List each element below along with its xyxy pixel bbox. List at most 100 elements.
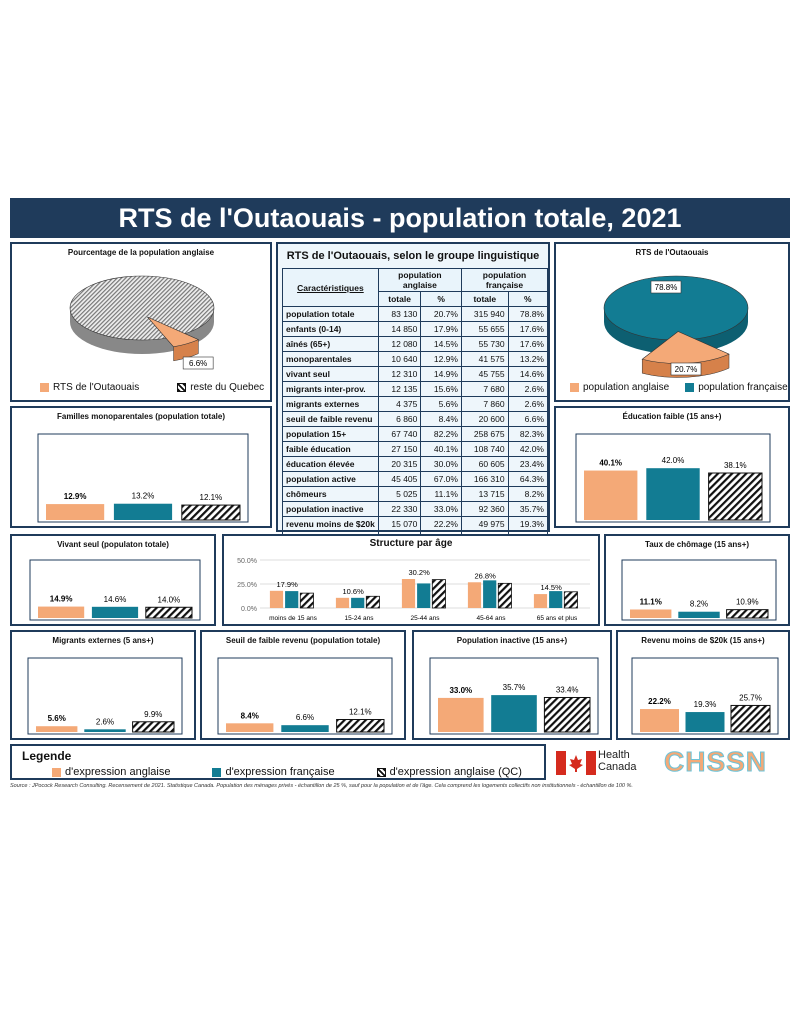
education-label-2: 38.1% [724,461,747,470]
cell-fr-n: 315 940 [460,306,509,322]
hc-line-2: Canada [598,761,637,773]
sub-total-fr: totale [460,291,509,307]
cell-fr-p: 23.4% [507,456,549,472]
education-label-1: 42.0% [662,456,685,465]
education-panel: Éducation faible (15 ans+) 40.1% 42.0% 38.… [554,406,790,528]
cell-en-p: 8.4% [420,411,462,427]
vivant-title: Vivant seul (populaton totale) [57,540,169,549]
cell-en-n: 6 860 [377,411,422,427]
table-row: population 15+ 67 740 82.2% 258 675 82.3% [282,426,549,442]
svg-text:78.8%: 78.8% [655,283,678,292]
age-panel: Structure par âge 50.0% 25.0% 0.0% 17.9% moi… [222,534,600,626]
pie-right-label-0: 20.7% [670,362,702,376]
inactive-label-1: 35.7% [503,683,526,692]
pie-left-title: Pourcentage de la population anglaise [67,248,215,257]
cell-en-p: 67.0% [420,471,462,487]
pie-right-panel: RTS de l'Outaouais 20.7% 78.8% population… [554,242,790,402]
age-bar-4-2 [563,591,578,609]
chomage-label-2: 10.9% [736,598,759,607]
legend-en: d'expression anglaise [65,766,171,778]
cell-en-n: 12 080 [377,336,422,352]
cell-en-n: 83 130 [377,306,422,322]
canada-flag-icon [556,751,596,775]
inactive-label-0: 33.0% [449,686,472,695]
cell-en-p: 22.2% [420,516,462,532]
cell-label: revenu moins de $20k [282,516,379,532]
cell-en-p: 12.9% [420,351,462,367]
age-ytick: 25.0% [237,582,257,589]
cell-en-p: 11.1% [420,486,462,502]
age-label-3: 26.8% [475,571,497,580]
svg-text:20.7%: 20.7% [675,365,698,374]
pie-right-chart: 20.7% 78.8% [586,266,766,378]
age-bar-1-0 [335,597,350,608]
vivant-label-2: 14.0% [158,595,181,604]
cell-en-p: 20.7% [420,306,462,322]
cell-en-n: 4 375 [377,396,422,412]
sub-pct-fr: % [507,291,549,307]
cell-label: chômeurs [282,486,379,502]
pie-left-legend: RTS de l'Outaouais reste du Quebec [40,382,264,393]
cell-fr-n: 92 360 [460,501,509,517]
cell-fr-n: 55 730 [460,336,509,352]
cell-fr-n: 20 600 [460,411,509,427]
cell-en-n: 27 150 [377,441,422,457]
table-row: chômeurs 5 025 11.1% 13 715 8.2% [282,486,549,502]
pie-right-label-1: 78.8% [650,280,682,294]
cell-en-p: 5.6% [420,396,462,412]
table-row: population inactive 22 330 33.0% 92 360 35.7… [282,501,549,517]
seuil-bar-2 [336,718,385,733]
cell-fr-p: 78.8% [507,306,549,322]
education-label-0: 40.1% [599,459,622,468]
table-title: RTS de l'Outaouais, selon le groupe ling… [286,250,540,262]
cell-label: seuil de faible revenu [282,411,379,427]
seuil-chart: 8.4% 6.6% 12.1% [210,648,400,736]
age-category-0: moins de 15 ans [269,615,317,622]
inactive-chart: 33.0% 35.7% 33.4% [422,648,606,736]
page-title-text: RTS de l'Outaouais - population totale, … [118,202,682,233]
cell-fr-p: 82.3% [507,426,549,442]
pie-left-panel: Pourcentage de la population anglaise 6.… [10,242,272,402]
health-canada-text: Health Canada [598,749,637,773]
education-bar-0 [584,470,638,520]
age-ytick: 0.0% [241,606,257,613]
cell-fr-p: 6.6% [507,411,549,427]
col-characteristics: Caractéristiques [282,268,379,307]
age-bar-0-0 [269,590,284,608]
legend-fr: d'expression française [225,766,335,778]
pie-left-legend-a: RTS de l'Outaouais [53,382,140,393]
familles-label-1: 13.2% [132,492,155,501]
seuil-label-1: 6.6% [296,713,314,722]
table-row: éducation élevée 20 315 30.0% 60 605 23.4% [282,456,549,472]
age-bar-4-0 [533,594,548,608]
age-title: Structure par âge [369,538,453,549]
pie-right-legend-b: population française [698,382,788,393]
age-chart: 50.0% 25.0% 0.0% 17.9% moins de 15 ans 10.6% 1… [230,550,596,624]
pie-right-legend: population anglaise population française [570,382,788,393]
migrants-bar-1 [84,729,126,732]
pie-left-slice-small [147,316,200,348]
cell-fr-p: 35.7% [507,501,549,517]
migrants-label-0: 5.6% [48,714,66,723]
cell-fr-n: 7 860 [460,396,509,412]
revenu-bar-0 [640,709,679,732]
education-bar-2 [708,472,763,521]
migrants-label-2: 9.9% [144,710,162,719]
chomage-label-1: 8.2% [690,600,708,609]
migrants-bar-0 [36,726,78,732]
familles-chart: 12.9% 13.2% 12.1% [30,424,256,524]
revenu-bar-1 [685,712,725,732]
legend-panel: Legende d'expression anglaise d'expressi… [10,744,546,780]
migrants-label-1: 2.6% [96,717,114,726]
revenu-label-2: 25.7% [739,693,762,702]
cell-en-p: 17.9% [420,321,462,337]
age-category-3: 45-64 ans [477,615,507,622]
revenu-bar-2 [730,704,771,733]
cell-en-n: 14 850 [377,321,422,337]
cell-en-n: 12 135 [377,381,422,397]
hc-line-1: Health [598,749,630,761]
table-row: seuil de faible revenu 6 860 8.4% 20 600 6.6… [282,411,549,427]
cell-label: aînés (65+) [282,336,379,352]
table-row: revenu moins de $20k 15 070 22.2% 49 975 19.… [282,516,549,532]
legend-items: d'expression anglaise d'expression franç… [52,766,522,778]
